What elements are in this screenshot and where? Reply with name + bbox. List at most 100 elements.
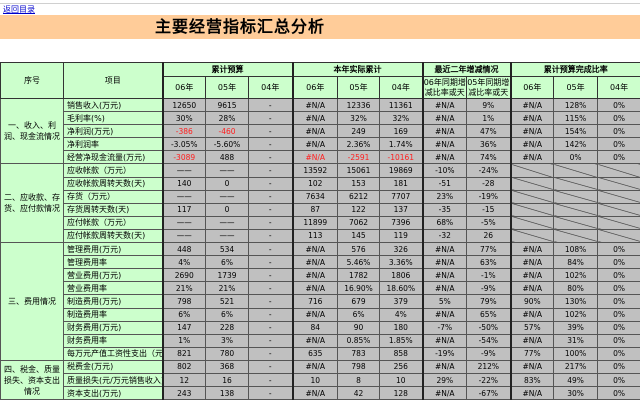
value-cell[interactable]: 90%: [509, 294, 555, 309]
value-cell[interactable]: 858: [379, 346, 424, 361]
diagonal-empty-cell[interactable]: [553, 202, 599, 217]
diagonal-empty-cell[interactable]: [597, 189, 640, 204]
item-label[interactable]: 经营净现金流量(万元): [63, 150, 163, 165]
value-cell[interactable]: 780: [205, 346, 249, 361]
value-cell[interactable]: 9%: [466, 97, 512, 113]
diagonal-empty-cell[interactable]: [597, 202, 640, 217]
value-cell[interactable]: #N/A: [291, 255, 339, 270]
value-cell[interactable]: 6212: [337, 189, 381, 204]
value-cell[interactable]: -: [247, 189, 294, 204]
value-cell[interactable]: 32%: [379, 111, 424, 126]
value-cell[interactable]: -10161: [379, 150, 424, 165]
value-cell[interactable]: -50%: [466, 320, 512, 335]
value-cell[interactable]: -: [247, 242, 294, 257]
item-label[interactable]: 营业费用率: [63, 281, 163, 296]
diagonal-empty-cell[interactable]: [553, 228, 599, 244]
value-cell[interactable]: 1%: [466, 111, 512, 126]
value-cell[interactable]: 77%: [466, 242, 512, 257]
item-label[interactable]: 应付帐款（万元）: [63, 215, 163, 230]
value-cell[interactable]: 154%: [553, 124, 599, 139]
item-label[interactable]: 制造费用(万元): [63, 294, 163, 309]
value-cell[interactable]: 115%: [553, 111, 599, 126]
item-label[interactable]: 应收帐款周转天数(天): [63, 176, 163, 191]
diagonal-empty-cell[interactable]: [509, 163, 555, 178]
value-cell[interactable]: -: [247, 268, 294, 283]
item-label[interactable]: 销售收入(万元): [63, 97, 163, 113]
value-cell[interactable]: ——: [161, 163, 206, 178]
value-cell[interactable]: -51: [421, 176, 468, 191]
value-cell[interactable]: 379: [379, 294, 424, 309]
value-cell[interactable]: 30%: [161, 111, 206, 126]
value-cell[interactable]: -5%: [466, 215, 512, 230]
value-cell[interactable]: 6%: [205, 255, 249, 270]
value-cell[interactable]: 63%: [466, 255, 512, 270]
value-cell[interactable]: 0%: [553, 150, 599, 165]
value-cell[interactable]: -: [247, 359, 294, 374]
value-cell[interactable]: 5%: [421, 294, 468, 309]
value-cell[interactable]: 145: [337, 228, 381, 244]
value-cell[interactable]: 19869: [379, 163, 424, 178]
value-cell[interactable]: 0%: [597, 294, 640, 309]
value-cell[interactable]: 0%: [597, 372, 640, 388]
value-cell[interactable]: 5.46%: [337, 255, 381, 270]
value-cell[interactable]: 83%: [509, 372, 555, 388]
value-cell[interactable]: 217%: [553, 359, 599, 374]
item-label[interactable]: 税费金(万元): [63, 359, 163, 374]
value-cell[interactable]: -9%: [466, 281, 512, 296]
value-cell[interactable]: #N/A: [421, 333, 468, 348]
value-cell[interactable]: 100%: [553, 346, 599, 361]
value-cell[interactable]: 576: [337, 242, 381, 257]
value-cell[interactable]: ——: [205, 163, 249, 178]
value-cell[interactable]: -: [247, 294, 294, 309]
item-label[interactable]: 存货周转天数(天): [63, 202, 163, 217]
value-cell[interactable]: 6%: [337, 307, 381, 322]
value-cell[interactable]: #N/A: [509, 255, 555, 270]
value-cell[interactable]: -19%: [466, 189, 512, 204]
value-cell[interactable]: 169: [379, 124, 424, 139]
value-cell[interactable]: -22%: [466, 372, 512, 388]
value-cell[interactable]: 0%: [597, 150, 640, 165]
value-cell[interactable]: 117: [161, 202, 206, 217]
value-cell[interactable]: -: [247, 202, 294, 217]
value-cell[interactable]: 0: [205, 202, 249, 217]
value-cell[interactable]: 0%: [597, 255, 640, 270]
value-cell[interactable]: -: [247, 150, 294, 165]
value-cell[interactable]: #N/A: [509, 150, 555, 165]
value-cell[interactable]: 4%: [161, 255, 206, 270]
value-cell[interactable]: 16.90%: [337, 281, 381, 296]
item-label[interactable]: 应付帐款周转天数(天): [63, 228, 163, 244]
value-cell[interactable]: 0%: [597, 320, 640, 335]
value-cell[interactable]: 534: [205, 242, 249, 257]
value-cell[interactable]: -: [247, 307, 294, 322]
value-cell[interactable]: 147: [161, 320, 206, 335]
value-cell[interactable]: 65%: [466, 307, 512, 322]
value-cell[interactable]: #N/A: [509, 281, 555, 296]
value-cell[interactable]: 23%: [421, 189, 468, 204]
value-cell[interactable]: 212%: [466, 359, 512, 374]
value-cell[interactable]: 128%: [553, 97, 599, 113]
value-cell[interactable]: 1.74%: [379, 137, 424, 152]
value-cell[interactable]: ——: [161, 189, 206, 204]
value-cell[interactable]: 0%: [597, 124, 640, 139]
value-cell[interactable]: #N/A: [509, 307, 555, 322]
value-cell[interactable]: #N/A: [509, 97, 555, 113]
value-cell[interactable]: -3089: [161, 150, 206, 165]
value-cell[interactable]: 635: [291, 346, 339, 361]
value-cell[interactable]: 122: [337, 202, 381, 217]
value-cell[interactable]: 798: [161, 294, 206, 309]
value-cell[interactable]: 13592: [291, 163, 339, 178]
value-cell[interactable]: 21%: [205, 281, 249, 296]
value-cell[interactable]: 42: [337, 386, 381, 401]
value-cell[interactable]: 47%: [466, 124, 512, 139]
value-cell[interactable]: 31%: [553, 333, 599, 348]
value-cell[interactable]: -: [247, 176, 294, 191]
value-cell[interactable]: -: [247, 163, 294, 178]
value-cell[interactable]: 9615: [205, 97, 249, 113]
value-cell[interactable]: #N/A: [421, 281, 468, 296]
value-cell[interactable]: 137: [379, 202, 424, 217]
item-label[interactable]: 资本支出(万元): [63, 386, 163, 401]
value-cell[interactable]: #N/A: [509, 111, 555, 126]
value-cell[interactable]: -19%: [421, 346, 468, 361]
item-label[interactable]: 应收帐款（万元）: [63, 163, 163, 178]
diagonal-empty-cell[interactable]: [597, 228, 640, 244]
